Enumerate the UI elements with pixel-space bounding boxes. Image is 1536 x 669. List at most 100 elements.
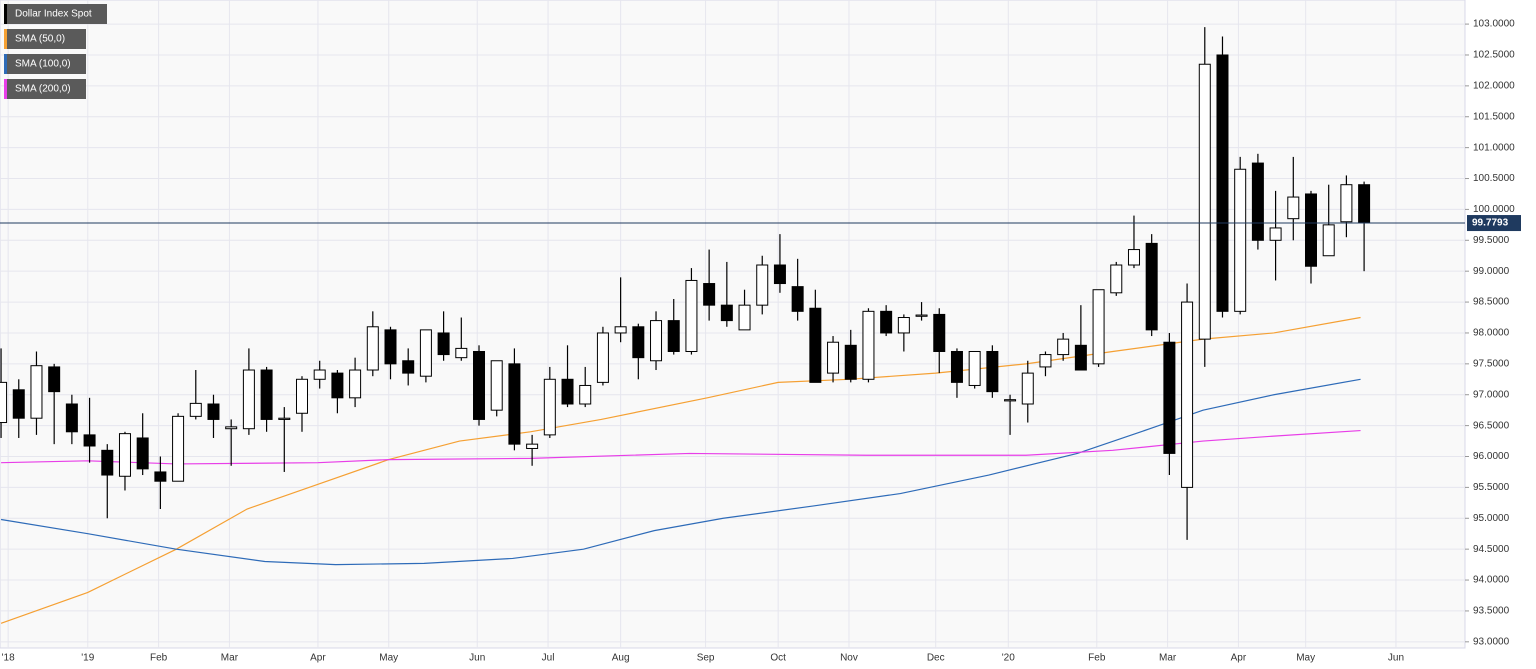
candle-body	[1004, 399, 1017, 402]
x-tick-label: Feb	[150, 653, 168, 664]
candle-body	[295, 378, 308, 414]
candle-body	[650, 320, 663, 362]
x-tick-label: Mar	[221, 653, 239, 664]
x-tick-label: May	[379, 653, 398, 664]
y-tick-label: 95.0000	[1473, 513, 1510, 524]
candle-body	[313, 369, 326, 380]
y-tick-label: 102.5000	[1473, 50, 1515, 61]
candle-body	[986, 350, 999, 393]
candle-body	[1358, 184, 1371, 224]
legend-box	[4, 29, 86, 49]
legend-box	[4, 54, 86, 74]
legend-label: SMA (100,0)	[15, 59, 71, 70]
x-tick-label: Sep	[697, 653, 715, 664]
candle-body	[933, 313, 946, 352]
candle-body	[0, 381, 8, 424]
candle-body	[844, 344, 857, 380]
candle-body	[490, 360, 503, 411]
candle-body	[1269, 227, 1282, 241]
candle-body	[1039, 354, 1052, 368]
y-tick-label: 101.0000	[1473, 142, 1515, 153]
candle-body	[1198, 63, 1211, 340]
candle-body	[1021, 372, 1034, 405]
candle-body	[614, 326, 627, 334]
last-price-box	[1467, 215, 1521, 232]
x-tick-label: Jul	[542, 653, 555, 664]
candle-body	[1304, 193, 1317, 267]
candle-body	[1216, 54, 1229, 312]
candle-body	[1340, 184, 1353, 223]
candle-body	[1145, 242, 1158, 331]
candle-body	[968, 350, 981, 386]
y-tick-label: 100.5000	[1473, 173, 1515, 184]
y-tick-label: 93.5000	[1473, 606, 1510, 617]
candle-body	[526, 443, 539, 449]
candle-body	[950, 350, 963, 383]
candle-body	[508, 363, 521, 445]
legend-swatch	[4, 79, 7, 99]
x-tick-label: Apr	[1231, 653, 1247, 664]
sma-line	[0, 378, 1361, 566]
y-tick-label: 93.0000	[1473, 636, 1510, 647]
candle-body	[118, 433, 131, 477]
candle-body	[278, 417, 291, 420]
candle-body	[189, 402, 202, 417]
y-tick-label: 100.0000	[1473, 204, 1515, 215]
candle-body	[579, 384, 592, 405]
x-tick-label: '19	[81, 653, 94, 664]
y-tick-label: 96.5000	[1473, 420, 1510, 431]
candle-body	[331, 372, 344, 399]
x-tick-label: '20	[1002, 653, 1015, 664]
candle-body	[1074, 344, 1087, 371]
y-tick-label: 99.5000	[1473, 235, 1510, 246]
candle-body	[827, 341, 840, 374]
candle-body	[136, 437, 149, 470]
candle-body	[30, 365, 43, 419]
x-tick-label: Feb	[1088, 653, 1106, 664]
candle-body	[915, 314, 928, 317]
y-tick-label: 98.5000	[1473, 297, 1510, 308]
sma-line	[0, 316, 1361, 624]
candle-body	[154, 471, 167, 482]
y-tick-label: 94.0000	[1473, 575, 1510, 586]
candle-body	[596, 332, 609, 383]
candle-body	[83, 434, 96, 447]
candle-body	[1163, 341, 1176, 454]
candle-body	[773, 264, 786, 285]
candle-body	[880, 310, 893, 334]
legend-box	[4, 79, 86, 99]
candle-body	[12, 389, 25, 419]
candle-body	[667, 320, 680, 352]
candle-body	[1322, 224, 1335, 257]
legend-swatch	[4, 54, 7, 74]
y-tick-label: 98.0000	[1473, 328, 1510, 339]
candle-body	[242, 369, 255, 430]
candle-body	[561, 378, 574, 405]
candle-body	[437, 332, 450, 356]
candle-body	[720, 304, 733, 322]
candle-body	[207, 403, 220, 420]
y-tick-label: 101.5000	[1473, 111, 1515, 122]
candle-body	[349, 369, 362, 399]
candle-body	[455, 347, 468, 359]
candle-body	[65, 403, 78, 433]
x-tick-label: May	[1296, 653, 1315, 664]
candle-body	[366, 326, 379, 371]
candle-body	[402, 360, 415, 374]
candle-body	[632, 326, 645, 359]
candle-body	[1287, 196, 1300, 220]
candle-body	[1092, 289, 1105, 365]
x-tick-label: Jun	[1388, 653, 1404, 664]
y-tick-label: 99.0000	[1473, 266, 1510, 277]
plot-area	[0, 0, 1466, 649]
x-tick-label: '18	[2, 653, 15, 664]
candle-body	[791, 286, 804, 312]
y-tick-label: 103.0000	[1473, 19, 1515, 30]
x-tick-label: Dec	[927, 653, 945, 664]
last-price-label: 99.7793	[1472, 218, 1509, 229]
candle-body	[809, 307, 822, 383]
x-tick-label: Jun	[469, 653, 485, 664]
candle-body	[1127, 249, 1140, 266]
legend-label: SMA (200,0)	[15, 84, 71, 95]
candle-body	[543, 378, 556, 436]
